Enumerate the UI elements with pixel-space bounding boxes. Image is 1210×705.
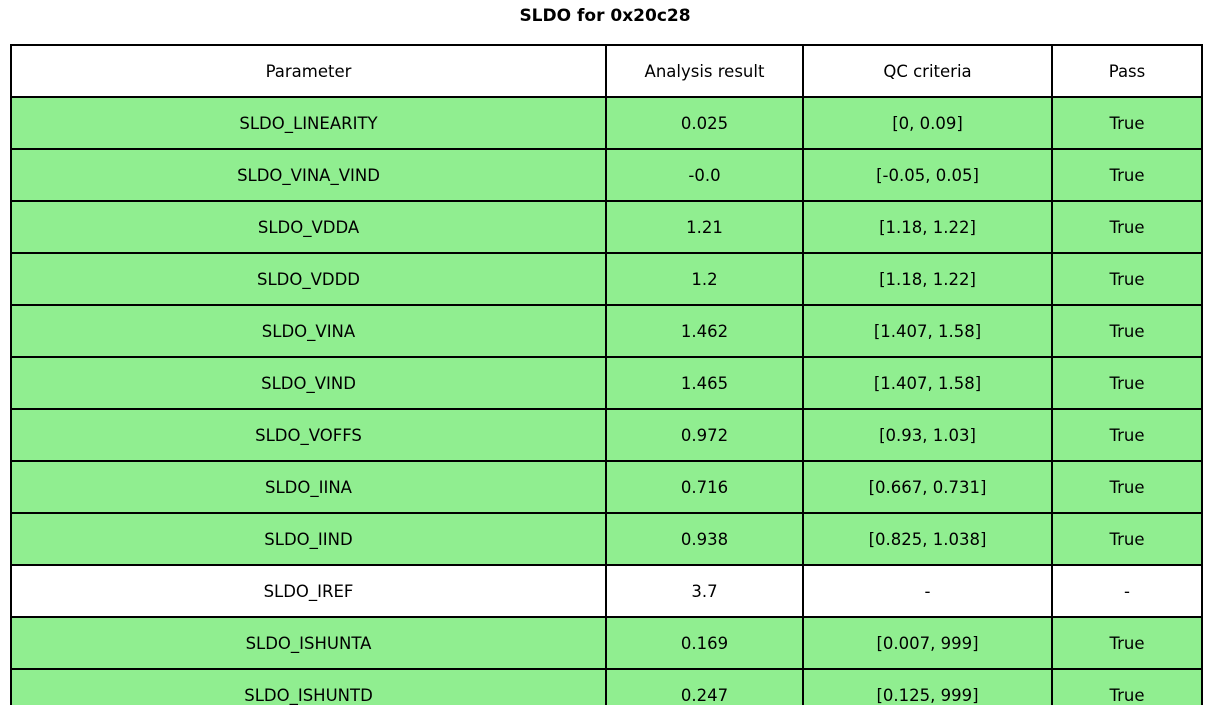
pass-cell: True [1051, 304, 1203, 358]
parameter-cell: SLDO_VDDA [10, 200, 607, 254]
qc-criteria-cell: [0, 0.09] [802, 96, 1053, 150]
pass-cell: True [1051, 356, 1203, 410]
pass-cell: True [1051, 408, 1203, 462]
table-row: SLDO_VDDA 1.21 [1.18, 1.22] True [10, 200, 1203, 254]
table-row: SLDO_VINA_VIND -0.0 [-0.05, 0.05] True [10, 148, 1203, 202]
parameter-cell: SLDO_VINA_VIND [10, 148, 607, 202]
pass-cell: - [1051, 564, 1203, 618]
pass-cell: True [1051, 460, 1203, 514]
qc-criteria-cell: [0.667, 0.731] [802, 460, 1053, 514]
parameter-cell: SLDO_IIND [10, 512, 607, 566]
pass-cell: True [1051, 616, 1203, 670]
analysis-result-cell: 0.972 [605, 408, 804, 462]
table-row: SLDO_IINA 0.716 [0.667, 0.731] True [10, 460, 1203, 514]
pass-cell: True [1051, 96, 1203, 150]
pass-cell: True [1051, 200, 1203, 254]
table-row: SLDO_ISHUNTA 0.169 [0.007, 999] True [10, 616, 1203, 670]
table-row: SLDO_IREF 3.7 - - [10, 564, 1203, 618]
analysis-result-cell: 1.2 [605, 252, 804, 306]
parameter-cell: SLDO_LINEARITY [10, 96, 607, 150]
parameter-cell: SLDO_VDDD [10, 252, 607, 306]
qc-criteria-cell: [1.407, 1.58] [802, 356, 1053, 410]
parameter-cell: SLDO_ISHUNTA [10, 616, 607, 670]
analysis-result-cell: 0.716 [605, 460, 804, 514]
pass-cell: True [1051, 252, 1203, 306]
parameter-cell: SLDO_IREF [10, 564, 607, 618]
parameter-cell: SLDO_VINA [10, 304, 607, 358]
qc-criteria-cell: [-0.05, 0.05] [802, 148, 1053, 202]
qc-criteria-cell: [0.93, 1.03] [802, 408, 1053, 462]
analysis-result-cell: 1.462 [605, 304, 804, 358]
qc-results-table: Parameter Analysis result QC criteria Pa… [10, 44, 1203, 705]
qc-criteria-cell: [0.825, 1.038] [802, 512, 1053, 566]
qc-criteria-cell: [0.125, 999] [802, 668, 1053, 705]
column-header-analysis-result: Analysis result [605, 44, 804, 98]
analysis-result-cell: 0.247 [605, 668, 804, 705]
qc-criteria-cell: [0.007, 999] [802, 616, 1053, 670]
pass-cell: True [1051, 148, 1203, 202]
column-header-pass: Pass [1051, 44, 1203, 98]
analysis-result-cell: 3.7 [605, 564, 804, 618]
pass-cell: True [1051, 668, 1203, 705]
analysis-result-cell: 0.169 [605, 616, 804, 670]
analysis-result-cell: 0.025 [605, 96, 804, 150]
analysis-result-cell: 1.21 [605, 200, 804, 254]
table-row: SLDO_VIND 1.465 [1.407, 1.58] True [10, 356, 1203, 410]
parameter-cell: SLDO_IINA [10, 460, 607, 514]
table-row: SLDO_IIND 0.938 [0.825, 1.038] True [10, 512, 1203, 566]
pass-cell: True [1051, 512, 1203, 566]
qc-criteria-cell: [1.407, 1.58] [802, 304, 1053, 358]
analysis-result-cell: -0.0 [605, 148, 804, 202]
table-row: SLDO_VINA 1.462 [1.407, 1.58] True [10, 304, 1203, 358]
analysis-result-cell: 0.938 [605, 512, 804, 566]
qc-criteria-cell: [1.18, 1.22] [802, 252, 1053, 306]
parameter-cell: SLDO_VIND [10, 356, 607, 410]
parameter-cell: SLDO_ISHUNTD [10, 668, 607, 705]
table-row: SLDO_ISHUNTD 0.247 [0.125, 999] True [10, 668, 1203, 705]
column-header-parameter: Parameter [10, 44, 607, 98]
analysis-result-cell: 1.465 [605, 356, 804, 410]
qc-criteria-cell: - [802, 564, 1053, 618]
table-row: SLDO_VDDD 1.2 [1.18, 1.22] True [10, 252, 1203, 306]
table-header-row: Parameter Analysis result QC criteria Pa… [10, 44, 1203, 98]
parameter-cell: SLDO_VOFFS [10, 408, 607, 462]
page-title: SLDO for 0x20c28 [519, 6, 691, 26]
table-row: SLDO_LINEARITY 0.025 [0, 0.09] True [10, 96, 1203, 150]
qc-criteria-cell: [1.18, 1.22] [802, 200, 1053, 254]
table-row: SLDO_VOFFS 0.972 [0.93, 1.03] True [10, 408, 1203, 462]
column-header-qc-criteria: QC criteria [802, 44, 1053, 98]
